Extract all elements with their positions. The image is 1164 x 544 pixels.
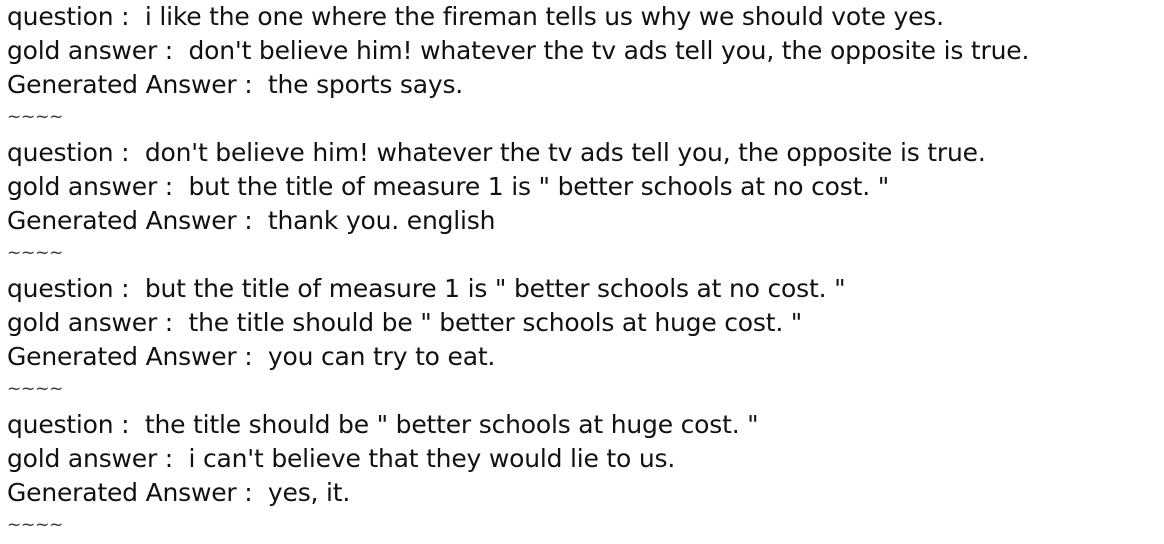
gold-answer-line: gold answer : don't believe him! whateve… — [7, 34, 1164, 68]
gold-answer-label: gold answer : — [7, 444, 181, 473]
generated-answer-text: the sports says. — [260, 70, 464, 99]
generated-answer-label: Generated Answer : — [7, 478, 261, 507]
separator: ~~~~ — [7, 243, 64, 263]
question-label: question : — [7, 2, 138, 31]
question-text: don't believe him! whatever the tv ads t… — [137, 138, 986, 167]
gold-answer-label: gold answer : — [7, 308, 181, 337]
generated-answer-line: Generated Answer : yes, it. — [7, 476, 1164, 510]
generated-answer-label: Generated Answer : — [7, 206, 261, 235]
question-line: question : but the title of measure 1 is… — [7, 272, 1164, 306]
generated-answer-text: you can try to eat. — [260, 342, 496, 371]
question-line: question : i like the one where the fire… — [7, 0, 1164, 34]
qa-entry: question : don't believe him! whatever t… — [7, 136, 1164, 272]
generated-answer-text: thank you. english — [260, 206, 496, 235]
generated-answer-text: yes, it. — [260, 478, 351, 507]
generated-answer-line: Generated Answer : thank you. english — [7, 204, 1164, 238]
separator: ~~~~ — [7, 107, 64, 127]
gold-answer-label: gold answer : — [7, 172, 181, 201]
qa-log: question : i like the one where the fire… — [7, 0, 1164, 544]
generated-answer-label: Generated Answer : — [7, 70, 261, 99]
question-text: i like the one where the fireman tells u… — [137, 2, 944, 31]
question-line: question : don't believe him! whatever t… — [7, 136, 1164, 170]
gold-answer-line: gold answer : the title should be " bett… — [7, 306, 1164, 340]
qa-entry: question : but the title of measure 1 is… — [7, 272, 1164, 408]
gold-answer-line: gold answer : but the title of measure 1… — [7, 170, 1164, 204]
qa-entry: question : i like the one where the fire… — [7, 0, 1164, 136]
gold-answer-text: but the title of measure 1 is " better s… — [180, 172, 889, 201]
separator: ~~~~ — [7, 515, 64, 535]
question-line: question : the title should be " better … — [7, 408, 1164, 442]
gold-answer-text: don't believe him! whatever the tv ads t… — [180, 36, 1030, 65]
question-text: but the title of measure 1 is " better s… — [137, 274, 846, 303]
question-label: question : — [7, 274, 138, 303]
generated-answer-line: Generated Answer : you can try to eat. — [7, 340, 1164, 374]
gold-answer-label: gold answer : — [7, 36, 181, 65]
question-text: the title should be " better schools at … — [137, 410, 759, 439]
separator: ~~~~ — [7, 379, 64, 399]
gold-answer-text: the title should be " better schools at … — [180, 308, 803, 337]
generated-answer-line: Generated Answer : the sports says. — [7, 68, 1164, 102]
gold-answer-text: i can't believe that they would lie to u… — [180, 444, 676, 473]
generated-answer-label: Generated Answer : — [7, 342, 261, 371]
question-label: question : — [7, 410, 138, 439]
question-label: question : — [7, 138, 138, 167]
gold-answer-line: gold answer : i can't believe that they … — [7, 442, 1164, 476]
qa-entry: question : the title should be " better … — [7, 408, 1164, 544]
